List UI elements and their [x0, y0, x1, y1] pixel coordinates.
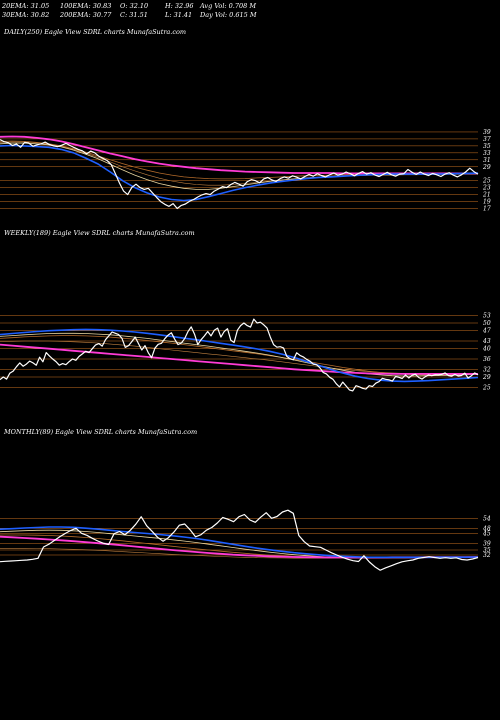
monthly-ema-pale-line	[0, 529, 479, 559]
daily-tick-label: 25	[482, 178, 491, 185]
weekly-panel-label: WEEKLY(189) Eagle View SDRL charts Munaf…	[4, 229, 195, 237]
header-30ema: 30EMA: 30.82	[2, 11, 50, 19]
daily-tick-label: 17	[483, 206, 491, 213]
daily-ema-blue-line	[0, 144, 479, 202]
weekly-tick-label: 40	[482, 346, 491, 353]
monthly-price-line	[0, 509, 479, 571]
weekly-ema-magenta-line	[0, 343, 478, 375]
monthly-tick-label: 32	[483, 552, 491, 559]
daily-tick-label: 39	[483, 129, 491, 136]
daily-tick-label: 23	[482, 185, 491, 192]
weekly-tick-label: 36	[483, 356, 491, 363]
weekly-tick-label: 47	[482, 328, 491, 335]
header-close: C: 31.51	[120, 11, 148, 19]
monthly-tick-label: 39	[483, 540, 491, 547]
daily-tick-label: 33	[483, 150, 491, 157]
weekly-ema-pale-line	[0, 332, 479, 377]
header-high: H: 32.96	[165, 2, 194, 10]
daily-tick-label: 35	[483, 143, 491, 150]
monthly-tick-label: 35	[483, 547, 491, 554]
weekly-tick-label: 29	[482, 374, 491, 381]
header-low: L: 31.41	[165, 11, 193, 19]
header-100ema: 100EMA: 30.83	[60, 2, 112, 10]
header-day-vol: Day Vol: 0.615 M	[200, 11, 257, 19]
daily-panel-label: DAILY(250) Eagle View SDRL charts Munafa…	[4, 28, 187, 36]
daily-price-line	[0, 139, 479, 210]
weekly-tick-label: 53	[483, 312, 491, 319]
weekly-ema-blue-line	[0, 328, 479, 383]
daily-tick-label: 29	[482, 164, 491, 171]
header-open: O: 32.10	[120, 2, 149, 10]
daily-tick-label: 19	[483, 199, 491, 206]
weekly-tick-label: 43	[482, 338, 491, 345]
daily-ema-pale-line	[0, 142, 479, 190]
weekly-tick-label: 32	[483, 366, 491, 373]
weekly-price-line	[0, 318, 479, 392]
monthly-tick-label: 54	[483, 515, 491, 522]
header-avg-vol: Avg Vol: 0.708 M	[200, 2, 257, 10]
monthly-tick-label: 48	[482, 525, 491, 532]
header-20ema: 20EMA: 31.05	[2, 2, 50, 10]
daily-tick-label: 31	[483, 157, 491, 164]
weekly-tick-label: 50	[483, 320, 491, 327]
monthly-tick-label: 45	[482, 530, 491, 537]
monthly-ema-blue-line	[0, 526, 479, 559]
monthly-panel-label: MONTHLY(89) Eagle View SDRL charts Munaf…	[4, 428, 198, 436]
monthly-ema-magenta-line	[0, 535, 479, 559]
daily-tick-label: 37	[483, 136, 491, 143]
daily-tick-label: 21	[482, 192, 491, 199]
header-200ema: 200EMA: 30.77	[60, 11, 112, 19]
daily-ema-magenta-line	[0, 135, 478, 175]
weekly-tick-label: 25	[482, 384, 491, 391]
